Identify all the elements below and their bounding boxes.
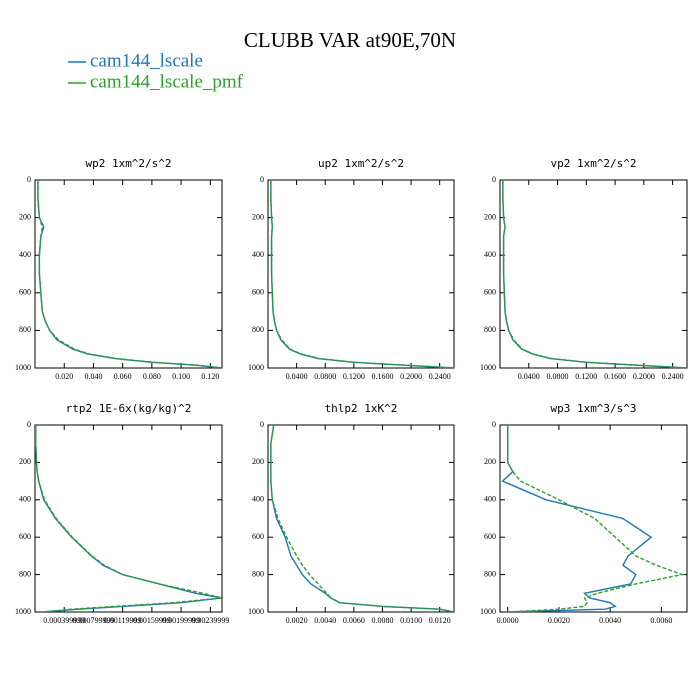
x-tick-label: 0.0400: [518, 372, 540, 381]
y-tick-label: 400: [252, 250, 264, 259]
x-tick-label: 0.2000: [400, 372, 422, 381]
x-tick-label: 0.0060: [343, 616, 365, 625]
y-tick-label: 200: [252, 212, 264, 221]
y-tick-label: 1000: [480, 363, 496, 372]
y-tick-label: 1000: [480, 607, 496, 616]
panel-title: thlp2 1xK^2: [325, 402, 398, 415]
plot-frame: [267, 179, 455, 369]
y-tick-label: 0: [492, 175, 496, 184]
x-tick-label: 0.1200: [343, 372, 365, 381]
y-tick-label: 600: [484, 288, 496, 297]
legend-label: cam144_lscale_pmf: [90, 71, 244, 92]
y-tick-label: 800: [19, 325, 31, 334]
y-tick-label: 200: [19, 212, 31, 221]
x-tick-label: 0.00199999: [162, 616, 200, 625]
x-tick-label: 0.00119999: [104, 616, 142, 625]
x-tick-label: 0.0400: [286, 372, 308, 381]
series-line: [506, 425, 685, 612]
y-tick-label: 0: [27, 175, 31, 184]
x-tick-label: 0.0800: [547, 372, 569, 381]
x-tick-label: 0.00159999: [133, 616, 171, 625]
y-tick-label: 400: [484, 250, 496, 259]
y-tick-label: 0: [492, 420, 496, 429]
x-tick-label: 0.0800: [314, 372, 336, 381]
x-tick-label: 0.0120: [429, 616, 451, 625]
panel-title: wp3 1xm^3/s^3: [550, 402, 636, 415]
series-line: [37, 180, 222, 368]
series-line: [501, 425, 653, 612]
y-tick-label: 0: [27, 420, 31, 429]
x-tick-label: 0.2400: [662, 372, 684, 381]
x-tick-label: 0.1600: [371, 372, 393, 381]
series-line: [270, 180, 454, 368]
x-tick-label: 0.060: [114, 372, 132, 381]
y-tick-label: 200: [19, 457, 31, 466]
series-line: [35, 425, 222, 612]
panel-title: rtp2 1E-6x(kg/kg)^2: [66, 402, 192, 415]
x-tick-label: 0.0040: [599, 616, 621, 625]
plot-frame: [267, 424, 455, 613]
x-tick-label: 0.020: [55, 372, 73, 381]
x-tick-label: 0.000799999: [72, 616, 114, 625]
x-tick-label: 0.000399999: [43, 616, 85, 625]
plot-frame: [34, 179, 223, 369]
y-tick-label: 800: [19, 569, 31, 578]
y-tick-label: 800: [484, 569, 496, 578]
y-tick-label: 600: [252, 288, 264, 297]
figure-title: CLUBB VAR at90E,70N: [244, 28, 456, 52]
x-tick-label: 0.0020: [548, 616, 570, 625]
panel-title: vp2 1xm^2/s^2: [550, 157, 636, 170]
x-tick-label: 0.0020: [286, 616, 308, 625]
y-tick-label: 600: [19, 288, 31, 297]
y-tick-label: 400: [19, 495, 31, 504]
y-tick-label: 800: [484, 325, 496, 334]
x-tick-label: 0.1200: [575, 372, 597, 381]
y-tick-label: 200: [484, 212, 496, 221]
y-tick-label: 1000: [248, 607, 264, 616]
plot-frame: [499, 424, 688, 613]
plot-frame: [34, 424, 223, 613]
y-tick-label: 400: [484, 495, 496, 504]
x-tick-label: 0.00239999: [191, 616, 229, 625]
y-tick-label: 400: [252, 495, 264, 504]
x-tick-label: 0.120: [201, 372, 219, 381]
y-tick-label: 600: [19, 532, 31, 541]
y-tick-label: 0: [260, 420, 264, 429]
x-tick-label: 0.0060: [650, 616, 672, 625]
x-tick-label: 0.2400: [429, 372, 451, 381]
y-tick-label: 0: [260, 175, 264, 184]
x-tick-label: 0.0000: [497, 616, 519, 625]
x-tick-label: 0.100: [172, 372, 190, 381]
series-line: [502, 180, 687, 368]
y-tick-label: 800: [252, 569, 264, 578]
y-tick-label: 1000: [15, 363, 31, 372]
x-tick-label: 0.0080: [371, 616, 393, 625]
panel-title: up2 1xm^2/s^2: [318, 157, 404, 170]
series-line: [270, 425, 454, 612]
panel-title: wp2 1xm^2/s^2: [85, 157, 171, 170]
x-tick-label: 0.2000: [633, 372, 655, 381]
y-tick-label: 1000: [248, 363, 264, 372]
y-tick-label: 600: [252, 532, 264, 541]
y-tick-label: 600: [484, 532, 496, 541]
legend-label: cam144_lscale: [90, 50, 203, 71]
x-tick-label: 0.1600: [604, 372, 626, 381]
x-tick-label: 0.080: [143, 372, 161, 381]
y-tick-label: 1000: [15, 607, 31, 616]
x-tick-label: 0.0100: [400, 616, 422, 625]
y-tick-label: 200: [484, 457, 496, 466]
y-tick-label: 200: [252, 457, 264, 466]
series-line: [37, 180, 222, 368]
y-tick-label: 400: [19, 250, 31, 259]
x-tick-label: 0.0040: [314, 616, 336, 625]
x-tick-label: 0.040: [84, 372, 102, 381]
y-tick-label: 800: [252, 325, 264, 334]
plot-frame: [499, 179, 688, 369]
